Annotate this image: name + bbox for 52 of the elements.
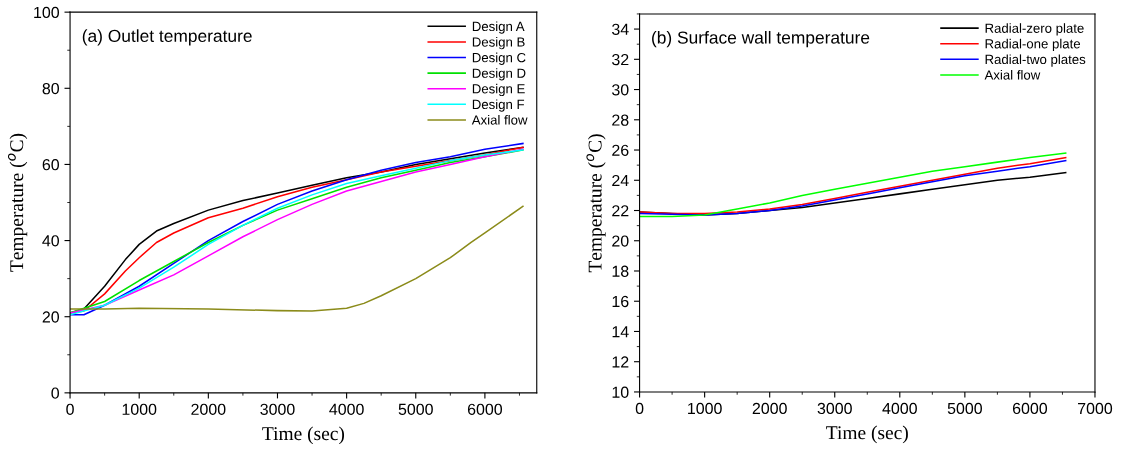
legend-label: Radial-zero plate: [985, 23, 1084, 36]
line-series: [70, 205, 524, 312]
x-tick-label: 7000: [1078, 402, 1113, 415]
x-tick-label: 3000: [817, 402, 852, 415]
legend-label: Axial flow: [984, 69, 1041, 80]
y-tick-label: 30: [612, 84, 629, 96]
y-tick-label: 12: [612, 356, 629, 368]
x-tick-label: 5000: [398, 403, 433, 415]
x-tick-label: 4000: [882, 402, 917, 415]
legend-label: Radial-one plate: [985, 38, 1081, 52]
y-tick-label: 20: [42, 311, 60, 323]
y-tick-label: 80: [42, 82, 60, 95]
legend-label: Design C: [472, 52, 526, 65]
x-tick-label: 3000: [260, 403, 295, 415]
x-axis-title: Time (sec): [262, 426, 345, 445]
y-axis-title: Temperature ($^{o}$C): [8, 133, 28, 272]
y-tick-label: 34: [612, 23, 629, 36]
y-tick-label: 18: [612, 265, 629, 277]
y-tick-label: 100: [34, 6, 60, 19]
y-tick-label: 26: [612, 144, 629, 156]
y-tick-label: 16: [612, 295, 629, 308]
y-tick-label: 0: [51, 387, 60, 399]
legend-label: Design A: [472, 21, 525, 34]
y-axis-title: Temperature ($^{o}$C): [586, 134, 606, 273]
y-tick-label: 40: [42, 235, 60, 247]
x-tick-label: 2000: [752, 402, 787, 415]
legend-label: Design F: [472, 99, 525, 112]
x-tick-label: 5000: [947, 402, 982, 415]
y-tick-label: 10: [612, 386, 629, 398]
x-tick-label: 2000: [191, 403, 226, 415]
y-tick-label: 22: [612, 205, 629, 217]
text: (a) Outlet temperature: [82, 29, 252, 46]
y-tick-label: 32: [612, 53, 629, 66]
x-tick-label: 1000: [122, 403, 157, 415]
x-tick-label: 0: [635, 402, 644, 415]
text: (b) Surface wall temperature: [652, 30, 870, 48]
y-tick-label: 20: [612, 235, 629, 247]
x-tick-label: 6000: [467, 403, 503, 415]
legend-label: Design B: [472, 36, 525, 50]
x-tick-label: 0: [66, 403, 74, 415]
legend-label: Axial flow: [471, 114, 528, 125]
x-tick-label: 6000: [1012, 402, 1048, 415]
y-tick-label: 28: [612, 114, 629, 126]
x-axis-title: Time (sec): [826, 425, 908, 444]
legend-label: Design D: [472, 68, 526, 81]
x-tick-label: 4000: [329, 403, 364, 415]
x-tick-label: 1000: [688, 402, 722, 415]
y-tick-label: 60: [42, 159, 60, 171]
legend-label: Radial-two plates: [985, 54, 1086, 67]
legend-label: Design E: [472, 83, 525, 97]
y-tick-label: 14: [612, 326, 629, 338]
y-tick-label: 24: [612, 174, 629, 187]
